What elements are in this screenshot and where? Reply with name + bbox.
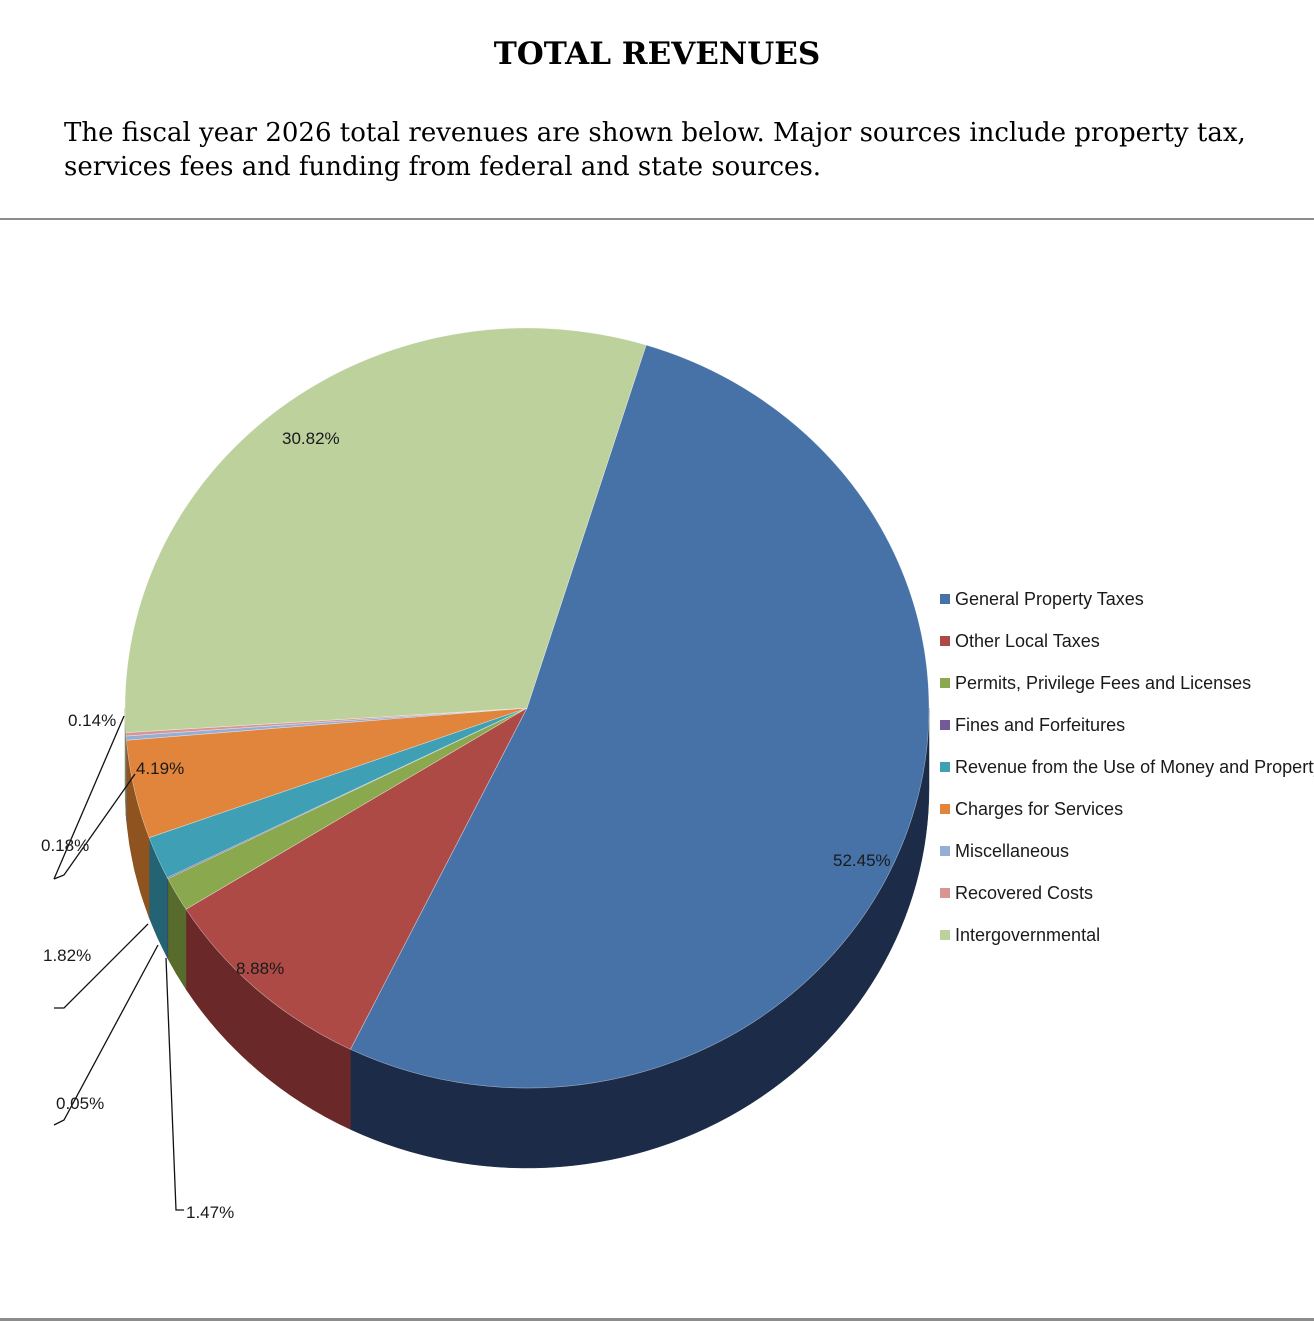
leader-lines	[53, 715, 184, 1211]
revenue-pie-chart: 52.45% 8.88% 1.47% 0.05% 1.82% 4.19% 0.18% 0.14…	[41, 327, 1314, 1222]
legend-label-miscellaneous: Miscellaneous	[955, 841, 1069, 861]
data-label-permits-privilege-fees-and-licenses: 1.47%	[186, 1203, 234, 1222]
data-label-other-local-taxes: 8.88%	[236, 959, 284, 978]
slice-general-property-taxes	[350, 344, 930, 1089]
intro-line-1: The fiscal year 2026 total revenues are …	[64, 118, 1246, 148]
intro-line-2: services fees and funding from federal a…	[64, 152, 822, 182]
bottom-divider	[0, 1318, 1314, 1321]
legend-label-revenue-from-the-use-of-money-and-property: Revenue from the Use of Money and Proper…	[955, 757, 1314, 777]
top-divider	[0, 218, 1314, 220]
data-label-fines-and-forfeitures: 0.05%	[56, 1094, 104, 1113]
legend-swatch-fines-and-forfeitures	[940, 720, 950, 730]
legend-swatch-recovered-costs	[940, 888, 950, 898]
slice-other-local-taxes	[185, 707, 528, 1050]
leader-line-recovered-costs	[53, 715, 125, 880]
legend-swatch-permits-privilege-fees-and-licenses	[940, 678, 950, 688]
legend-swatch-charges-for-services	[940, 804, 950, 814]
data-label-general-property-taxes: 52.45%	[833, 851, 891, 870]
leader-line-revenue-from-the-use-of-money-and-property	[54, 923, 149, 1009]
data-label-recovered-costs: 0.14%	[68, 711, 116, 730]
legend-label-permits-privilege-fees-and-licenses: Permits, Privilege Fees and Licenses	[955, 673, 1251, 693]
legend-label-fines-and-forfeitures: Fines and Forfeitures	[955, 715, 1125, 735]
legend-label-recovered-costs: Recovered Costs	[955, 883, 1093, 903]
leader-line-miscellaneous	[53, 773, 136, 880]
page-title: TOTAL REVENUES	[493, 36, 821, 72]
legend-label-charges-for-services: Charges for Services	[955, 799, 1123, 819]
legend: General Property Taxes Other Local Taxes P…	[940, 589, 1314, 945]
data-label-intergovernmental: 30.82%	[282, 429, 340, 448]
legend-swatch-miscellaneous	[940, 846, 950, 856]
legend-swatch-intergovernmental	[940, 930, 950, 940]
legend-swatch-other-local-taxes	[940, 636, 950, 646]
legend-swatch-revenue-from-the-use-of-money-and-property	[940, 762, 950, 772]
data-label-revenue-from-the-use-of-money-and-property: 1.82%	[43, 946, 91, 965]
data-label-charges-for-services: 4.19%	[136, 759, 184, 778]
legend-label-intergovernmental: Intergovernmental	[955, 925, 1100, 945]
legend-swatch-general-property-taxes	[940, 594, 950, 604]
data-labels: 52.45% 8.88% 1.47% 0.05% 1.82% 4.19% 0.18% 0.14…	[41, 429, 891, 1222]
pie-slices	[124, 327, 930, 1089]
legend-label-general-property-taxes: General Property Taxes	[955, 589, 1144, 609]
intro-paragraph: The fiscal year 2026 total revenues are …	[64, 116, 1264, 184]
leader-line-permits-privilege-fees-and-licenses	[165, 957, 184, 1211]
slice-intergovernmental	[124, 327, 647, 733]
data-label-miscellaneous: 0.18%	[41, 836, 89, 855]
legend-label-other-local-taxes: Other Local Taxes	[955, 631, 1100, 651]
leader-line-fines-and-forfeitures	[53, 944, 159, 1126]
